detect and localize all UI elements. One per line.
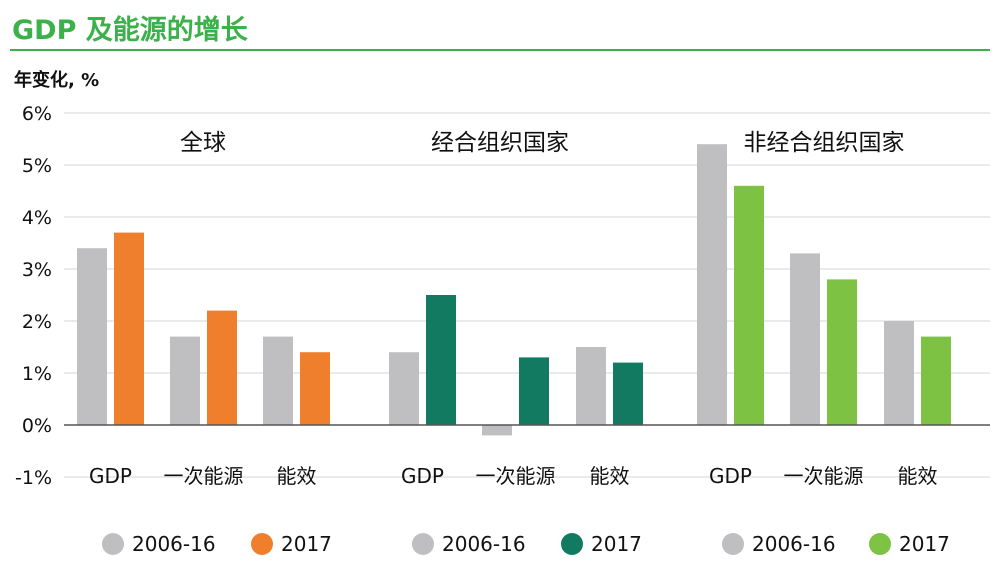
legend-swatch [869,533,891,555]
category-label: 一次能源 [476,464,556,488]
bar [697,144,727,425]
category-label: 能效 [898,464,938,488]
page-title: GDP 及能源的增长 [12,15,248,46]
legend-swatch [722,533,744,555]
bar [207,310,237,425]
y-tick-label: 5% [22,155,52,177]
title-divider [10,49,990,51]
y-tick-label: -1% [15,467,52,489]
category-label: GDP [401,464,444,488]
bar [482,425,512,436]
legend-swatch [561,533,583,555]
category-label: 一次能源 [164,464,244,488]
category-label: 一次能源 [784,464,864,488]
y-tick-label: 1% [22,363,52,385]
y-axis-unit-label: 年变化, % [14,70,100,91]
bar [576,347,606,425]
bar [519,357,549,425]
legend-label: 2006-16 [132,532,216,556]
y-tick-label: 3% [22,259,52,281]
legend-label: 2017 [899,532,950,556]
panel-title: 非经合组织国家 [744,130,905,156]
legend-label: 2006-16 [752,532,836,556]
legend-label: 2017 [591,532,642,556]
category-label: GDP [709,464,752,488]
y-tick-label: 2% [22,311,52,333]
legend-swatch [251,533,273,555]
panel-title: 经合组织国家 [431,130,569,156]
y-tick-label: 0% [22,415,52,437]
bar [389,352,419,425]
legend-label: 2017 [281,532,332,556]
bar [170,336,200,425]
category-label: 能效 [277,464,317,488]
bar [300,352,330,425]
category-label: GDP [89,464,132,488]
legend-swatch [412,533,434,555]
bar [114,232,144,425]
bar [921,336,951,425]
panel-title: 全球 [180,130,226,156]
bar [426,295,456,425]
bar [827,279,857,425]
bar [613,362,643,425]
bar [734,185,764,425]
legend-label: 2006-16 [442,532,526,556]
category-label: 能效 [590,464,630,488]
y-tick-label: 4% [22,207,52,229]
bar [263,336,293,425]
legend-swatch [102,533,124,555]
bar [790,253,820,425]
bar [884,321,914,425]
y-tick-label: 6% [22,103,52,125]
bar [77,248,107,425]
